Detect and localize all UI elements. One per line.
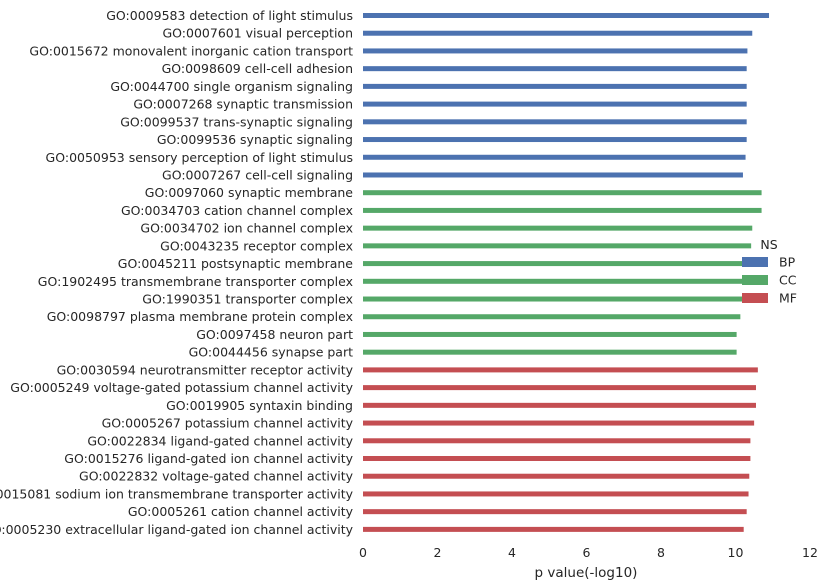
bar-cc-19 xyxy=(363,349,737,355)
x-tick-label: 8 xyxy=(657,545,665,560)
category-label: GO:0043235 receptor complex xyxy=(160,238,353,253)
legend-title: NS xyxy=(760,237,777,252)
bar-cc-13 xyxy=(363,243,752,249)
legend-label-mf: MF xyxy=(779,291,797,306)
bar-bp-5 xyxy=(363,101,747,107)
bar-mf-21 xyxy=(363,385,756,391)
category-label: GO:0022834 ligand-gated channel activity xyxy=(87,433,353,448)
legend-swatch-cc xyxy=(742,275,768,285)
bar-cc-12 xyxy=(363,225,753,231)
category-label: GO:0015672 monovalent inorganic cation t… xyxy=(29,43,353,58)
bar-cc-17 xyxy=(363,314,741,320)
bars-layer xyxy=(363,13,770,532)
category-label: GO:0022832 voltage-gated channel activit… xyxy=(79,469,354,484)
category-label: GO:0034703 cation channel complex xyxy=(121,203,353,218)
bar-bp-2 xyxy=(363,48,748,54)
bar-cc-14 xyxy=(363,261,751,267)
x-tick-label: 2 xyxy=(434,545,442,560)
category-label: GO:0005267 potassium channel activity xyxy=(102,416,354,431)
x-tick-label: 0 xyxy=(359,545,367,560)
bar-mf-27 xyxy=(363,491,749,497)
bar-bp-1 xyxy=(363,30,753,36)
category-label: GO:0005230 extracellular ligand-gated io… xyxy=(0,522,354,537)
category-label: GO:0098797 plasma membrane protein compl… xyxy=(47,309,353,324)
legend-label-cc: CC xyxy=(779,273,797,288)
category-label: GO:0045211 postsynaptic membrane xyxy=(118,256,354,271)
category-label: GO:0009583 detection of light stimulus xyxy=(106,8,353,23)
category-label: GO:0098609 cell-cell adhesion xyxy=(162,61,353,76)
bar-cc-16 xyxy=(363,296,751,302)
bar-mf-28 xyxy=(363,509,747,515)
bar-cc-10 xyxy=(363,190,762,196)
bar-mf-25 xyxy=(363,456,751,461)
category-label: GO:0097060 synaptic membrane xyxy=(145,185,354,200)
category-label: GO:0007268 synaptic transmission xyxy=(133,97,353,112)
category-label: GO:1990351 transporter complex xyxy=(142,292,353,307)
bar-mf-20 xyxy=(363,367,758,373)
bar-bp-9 xyxy=(363,172,743,178)
bar-cc-11 xyxy=(363,207,762,213)
bar-bp-4 xyxy=(363,83,747,89)
bar-mf-24 xyxy=(363,438,751,444)
bar-bp-6 xyxy=(363,119,747,125)
category-label: GO:0015081 sodium ion transmembrane tran… xyxy=(0,486,354,501)
category-label: GO:0097458 neuron part xyxy=(196,327,353,342)
x-tick-label: 10 xyxy=(728,545,744,560)
bar-mf-26 xyxy=(363,473,750,479)
category-label: GO:0015276 ligand-gated ion channel acti… xyxy=(64,451,353,466)
legend: NS BP CC MF xyxy=(742,237,797,306)
legend-label-bp: BP xyxy=(779,255,796,270)
legend-swatch-bp xyxy=(742,257,768,267)
x-tick-label: 4 xyxy=(508,545,516,560)
category-label: GO:0044456 synapse part xyxy=(189,345,353,360)
category-labels: GO:0009583 detection of light stimulus GO… xyxy=(0,8,354,537)
bar-bp-3 xyxy=(363,66,747,72)
bar-mf-23 xyxy=(363,420,755,426)
bar-mf-22 xyxy=(363,402,756,408)
bar-bp-8 xyxy=(363,154,746,160)
category-label: GO:0034702 ion channel complex xyxy=(140,221,353,236)
x-axis-title: p value(-log10) xyxy=(535,565,638,581)
category-label: GO:0099536 synaptic signaling xyxy=(157,132,353,147)
bar-bp-0 xyxy=(363,13,770,18)
category-label: GO:0007267 cell-cell signaling xyxy=(162,167,353,182)
bar-cc-15 xyxy=(363,278,751,284)
category-label: GO:0030594 neurotransmitter receptor act… xyxy=(57,362,354,377)
category-label: GO:0019905 syntaxin binding xyxy=(166,398,353,413)
x-tick-label: 6 xyxy=(583,545,591,560)
legend-swatch-mf xyxy=(742,293,768,303)
x-axis-ticks: 0 2 4 6 8 10 12 xyxy=(359,545,818,560)
bar-cc-18 xyxy=(363,331,737,337)
category-label: GO:1902495 transmembrane transporter com… xyxy=(38,274,353,289)
category-label: GO:0044700 single organism signaling xyxy=(110,79,353,94)
category-label: GO:0050953 sensory perception of light s… xyxy=(46,150,353,165)
category-label: GO:0005261 cation channel activity xyxy=(128,504,354,519)
category-label: GO:0007601 visual perception xyxy=(162,26,353,41)
x-tick-label: 12 xyxy=(802,545,818,560)
category-label: GO:0099537 trans-synaptic signaling xyxy=(120,114,353,129)
category-label: GO:0005249 voltage-gated potassium chann… xyxy=(10,380,353,395)
bar-bp-7 xyxy=(363,137,747,143)
bar-mf-29 xyxy=(363,526,744,532)
